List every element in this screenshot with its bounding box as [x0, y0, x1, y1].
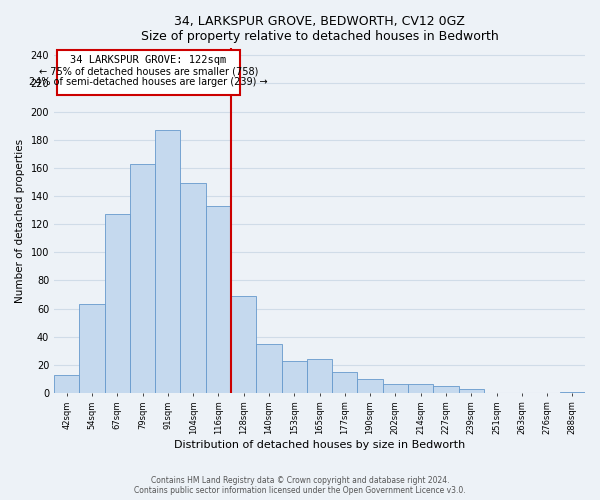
Title: 34, LARKSPUR GROVE, BEDWORTH, CV12 0GZ
Size of property relative to detached hou: 34, LARKSPUR GROVE, BEDWORTH, CV12 0GZ S… — [140, 15, 499, 43]
Bar — [332, 372, 358, 393]
Bar — [383, 384, 408, 393]
Bar — [206, 206, 231, 393]
Bar — [281, 360, 307, 393]
Bar — [54, 374, 79, 393]
Bar — [307, 359, 332, 393]
X-axis label: Distribution of detached houses by size in Bedworth: Distribution of detached houses by size … — [174, 440, 465, 450]
Bar — [231, 296, 256, 393]
FancyBboxPatch shape — [56, 50, 240, 94]
Text: Contains HM Land Registry data © Crown copyright and database right 2024.
Contai: Contains HM Land Registry data © Crown c… — [134, 476, 466, 495]
Bar — [256, 344, 281, 393]
Text: ← 75% of detached houses are smaller (758): ← 75% of detached houses are smaller (75… — [38, 66, 258, 76]
Bar — [181, 184, 206, 393]
Bar — [130, 164, 155, 393]
Bar — [155, 130, 181, 393]
Bar — [458, 388, 484, 393]
Bar — [79, 304, 104, 393]
Text: 34 LARKSPUR GROVE: 122sqm: 34 LARKSPUR GROVE: 122sqm — [70, 56, 226, 66]
Bar — [433, 386, 458, 393]
Text: 24% of semi-detached houses are larger (239) →: 24% of semi-detached houses are larger (… — [29, 77, 268, 87]
Y-axis label: Number of detached properties: Number of detached properties — [15, 138, 25, 302]
Bar — [408, 384, 433, 393]
Bar — [358, 379, 383, 393]
Bar — [560, 392, 585, 393]
Bar — [104, 214, 130, 393]
